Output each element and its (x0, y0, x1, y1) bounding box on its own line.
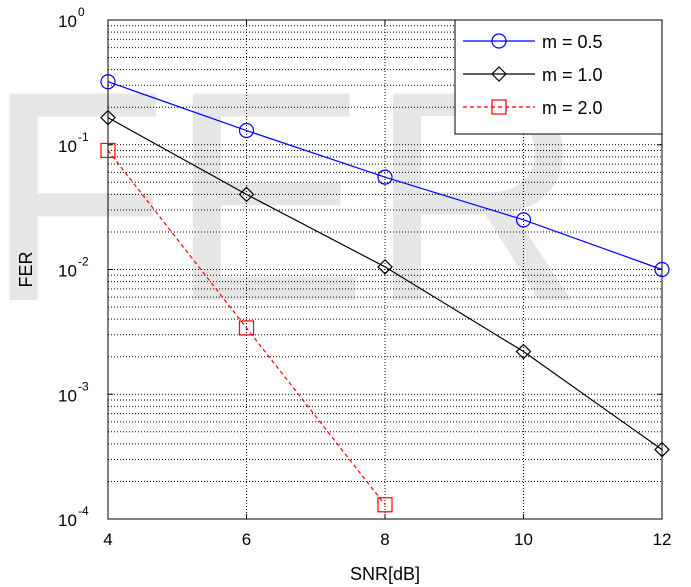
x-tick-label: 10 (514, 530, 533, 549)
legend-label: m = 0.5 (542, 32, 603, 52)
series-line (107, 117, 663, 451)
y-tick-exponent: -2 (78, 255, 89, 269)
legend-marker (491, 99, 507, 115)
data-point (515, 212, 532, 228)
grid (108, 20, 662, 519)
y-tick-label: 10 (58, 137, 77, 156)
data-point (377, 259, 393, 275)
y-tick-exponent: 0 (78, 5, 85, 19)
y-tick-label: 10 (58, 12, 77, 31)
data-point (100, 142, 116, 159)
data-point (238, 186, 255, 203)
y-tick-label: 10 (58, 386, 77, 405)
data-point (238, 320, 255, 336)
legend-marker (491, 66, 507, 82)
series-line (107, 81, 663, 271)
data-point (100, 109, 116, 126)
data-point (654, 261, 670, 278)
y-tick-label: 10 (58, 511, 77, 530)
y-tick-label: 10 (58, 262, 77, 281)
series-line (107, 150, 386, 506)
x-tick-label: 6 (242, 530, 251, 549)
legend: m = 0.5 m = 1.0 m = 2.0 (454, 19, 663, 135)
y-tick-exponent: -4 (78, 504, 89, 518)
x-tick-label: 4 (103, 530, 112, 549)
y-axis-label: FER (16, 251, 36, 287)
x-tick-label: 12 (653, 530, 672, 549)
y-tick-exponent: -3 (78, 379, 89, 393)
y-tick-exponent: -1 (78, 130, 89, 144)
data-point (238, 122, 255, 139)
data-point (654, 441, 670, 458)
x-axis-label: SNR[dB] (350, 564, 420, 584)
legend-box (454, 19, 663, 135)
data-point (377, 497, 393, 513)
series-1 (100, 109, 670, 458)
series-2 (100, 142, 393, 513)
legend-marker (491, 33, 507, 49)
legend-label: m = 2.0 (542, 98, 603, 118)
series-layer (100, 74, 670, 513)
series-0 (100, 74, 670, 278)
data-point (515, 343, 532, 360)
legend-label: m = 1.0 (542, 65, 603, 85)
x-tick-label: 8 (380, 530, 389, 549)
data-point (100, 74, 116, 90)
data-point (377, 169, 393, 185)
